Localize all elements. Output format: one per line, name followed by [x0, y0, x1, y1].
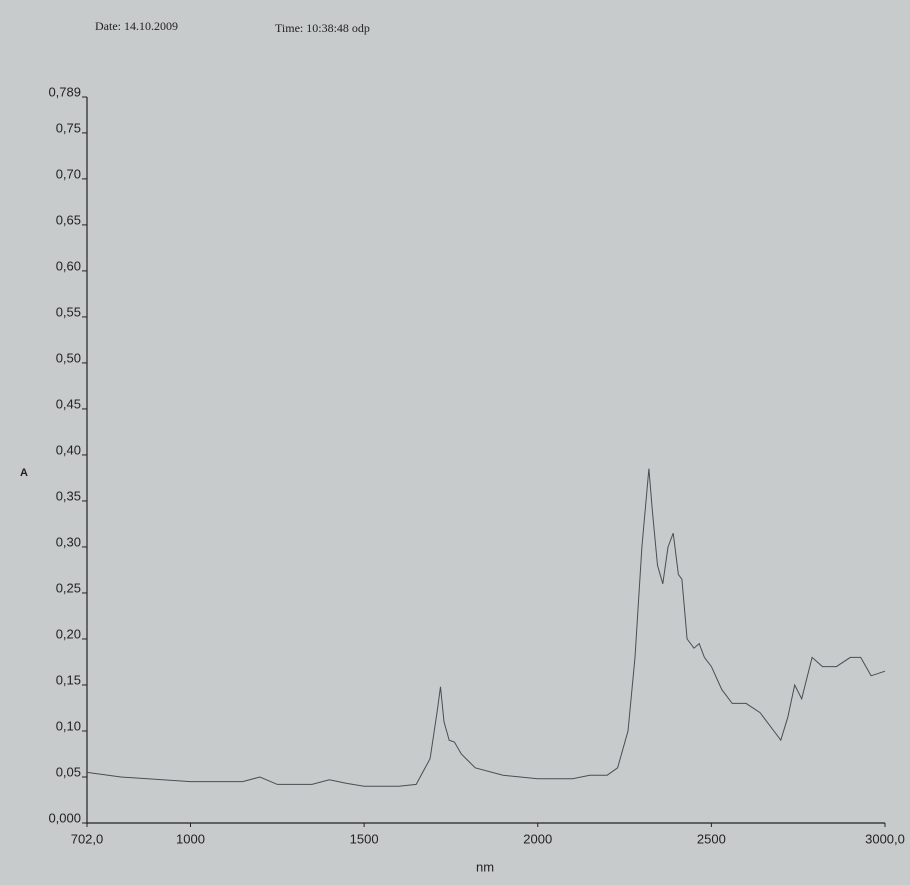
y-tick-label: 0,35: [56, 488, 81, 503]
x-tick-label: 2000: [523, 831, 552, 846]
y-axis-label: A: [20, 467, 28, 479]
y-tick-label: 0,65: [56, 212, 81, 227]
y-tick-label: 0,40: [56, 442, 81, 457]
spectrum-line: [86, 468, 886, 787]
y-tick-label: 0,60: [56, 258, 81, 273]
y-tick-label: 0,25: [56, 580, 81, 595]
x-tick-label: 702,0: [71, 831, 104, 846]
y-tick-label: 0,75: [56, 120, 81, 135]
y-tick-label: 0,15: [56, 672, 81, 687]
y-tick-label: 0,50: [56, 350, 81, 365]
y-tick-label: 0,20: [56, 626, 81, 641]
y-tick-label: 0,70: [56, 166, 81, 181]
y-tick-label: 0,10: [56, 718, 81, 733]
x-axis-label: nm: [476, 859, 494, 874]
x-tick-label: 1500: [350, 831, 379, 846]
x-tick-label: 2500: [697, 831, 726, 846]
header-date: Date: 14.10.2009: [95, 19, 178, 33]
y-tick-label: 0,05: [56, 764, 81, 779]
y-tick-label: 0,000: [48, 810, 81, 825]
y-tick-label: 0,30: [56, 534, 81, 549]
y-tick-label: 0,789: [48, 84, 81, 99]
x-tick-label: 1000: [176, 831, 205, 846]
y-tick-label: 0,55: [56, 304, 81, 319]
x-tick-label: 3000,0: [865, 831, 905, 846]
y-tick-label: 0,45: [56, 396, 81, 411]
header-time: Time: 10:38:48 odp: [275, 21, 370, 35]
